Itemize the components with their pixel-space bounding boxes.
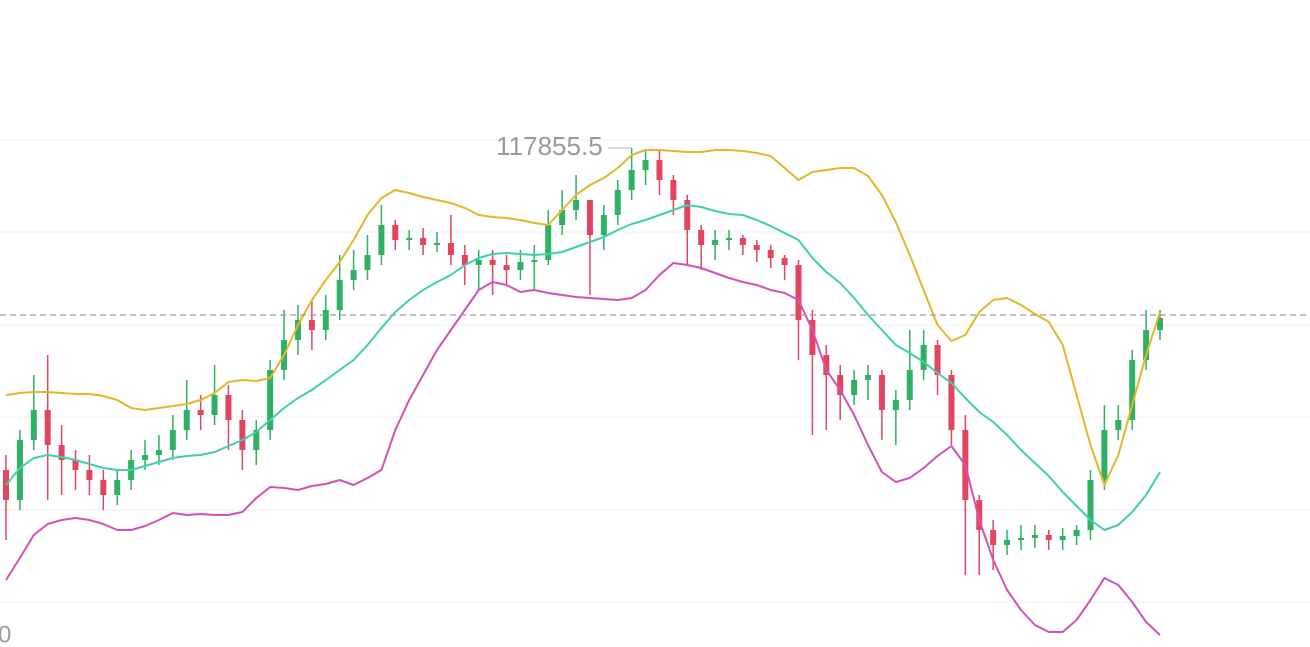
candle-body <box>1115 420 1122 430</box>
candle-body <box>1129 360 1136 420</box>
candle-body <box>1143 330 1150 360</box>
candle-body <box>461 255 468 265</box>
candle-body <box>44 410 51 445</box>
candle-body <box>392 225 399 240</box>
candle-body <box>72 460 79 470</box>
candle-body <box>420 238 427 245</box>
candle-body <box>225 395 232 420</box>
candle-body <box>642 160 649 170</box>
candle-body <box>475 260 482 265</box>
candle-body <box>1073 530 1080 536</box>
candle-body <box>531 260 538 262</box>
axis-label-fragment: 0 <box>0 621 11 647</box>
candle-body <box>114 480 121 495</box>
candle-body <box>169 430 176 450</box>
candle-body <box>586 200 593 235</box>
candle-body <box>976 500 983 530</box>
candle-body <box>58 445 65 460</box>
candle-body <box>1157 318 1163 330</box>
candle-body <box>684 200 691 230</box>
candle-body <box>920 345 927 370</box>
candle-body <box>559 210 566 225</box>
candle-body <box>267 370 274 430</box>
candle-body <box>197 410 204 415</box>
candle-body <box>573 200 580 210</box>
candle-body <box>851 380 858 395</box>
candle-body <box>406 238 413 240</box>
candle-body <box>322 310 329 330</box>
candle-body <box>142 455 149 460</box>
candle-body <box>86 470 93 480</box>
candle-body <box>753 245 760 250</box>
candle-body <box>100 480 107 495</box>
candle-body <box>1017 538 1024 540</box>
candle-body <box>308 320 315 330</box>
band-line <box>5 149 1161 486</box>
candle-body <box>155 450 162 455</box>
candle-body <box>447 243 454 255</box>
candle-body <box>378 225 385 255</box>
candle-body <box>656 160 663 180</box>
max-label: 117855.5 <box>496 131 603 161</box>
candle-body <box>990 530 997 545</box>
candle-body <box>1031 535 1038 538</box>
band-line <box>5 262 1161 636</box>
candle-body <box>878 375 885 410</box>
candle-body <box>725 238 732 240</box>
candle-body <box>294 320 301 340</box>
candle-body <box>364 255 371 270</box>
candle-body <box>614 190 621 215</box>
candle-body <box>545 225 552 260</box>
candle-body <box>892 400 899 410</box>
candle-body <box>489 260 496 265</box>
candle-body <box>865 375 872 380</box>
candle-body <box>253 430 260 450</box>
candle-body <box>809 320 816 355</box>
candle-body <box>698 230 705 245</box>
candle-body <box>1101 430 1108 480</box>
candle-body <box>239 420 246 450</box>
candle-body <box>906 370 913 400</box>
candle-body <box>517 262 524 270</box>
candle-body <box>16 440 23 500</box>
candle-body <box>434 243 441 245</box>
candle-body <box>183 410 190 430</box>
candle-body <box>739 238 746 245</box>
band-line <box>5 204 1161 531</box>
candle-body <box>503 265 510 270</box>
candle-body <box>767 250 774 258</box>
candle-body <box>823 355 830 375</box>
candle-body <box>712 240 719 245</box>
candle-body <box>781 258 788 265</box>
candle-body <box>1059 536 1066 540</box>
candle-body <box>948 375 955 430</box>
candle-body <box>1087 480 1094 530</box>
candle-body <box>1004 540 1011 545</box>
candle-body <box>934 345 941 375</box>
candle-body <box>350 270 357 280</box>
candle-body <box>1045 535 1052 540</box>
candle-body <box>211 395 218 415</box>
candle-body <box>336 280 343 310</box>
candle-body <box>837 375 844 395</box>
candle-body <box>600 215 607 235</box>
candle-body <box>795 265 802 320</box>
candle-body <box>30 410 37 440</box>
candle-body <box>670 180 677 200</box>
candle-body <box>628 170 635 190</box>
